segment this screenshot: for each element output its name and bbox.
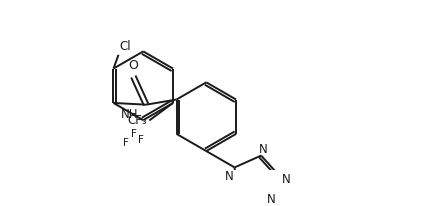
Text: Cl: Cl (120, 40, 131, 53)
Text: N: N (282, 173, 290, 186)
Text: F: F (123, 138, 128, 148)
Text: F: F (131, 129, 137, 139)
Text: F: F (137, 136, 143, 145)
Text: N: N (225, 170, 233, 183)
Text: NH: NH (121, 108, 139, 121)
Text: N: N (259, 143, 268, 156)
Text: N: N (267, 193, 276, 206)
Text: O: O (128, 59, 138, 72)
Text: CF₃: CF₃ (127, 114, 147, 127)
